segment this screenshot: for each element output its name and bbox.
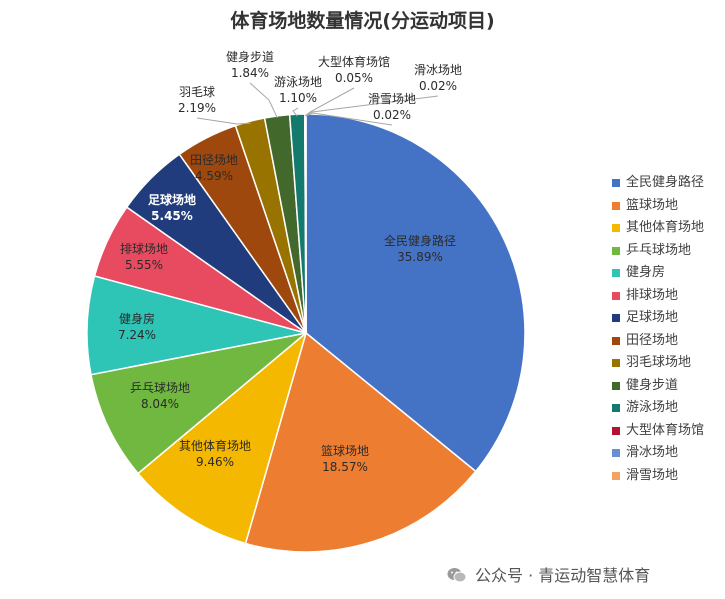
slice-label-value: 5.45% (151, 209, 193, 223)
legend-swatch (612, 291, 620, 300)
leader-line (304, 87, 355, 117)
leader-line (249, 82, 278, 119)
slice-label-name: 健身步道 (226, 49, 274, 64)
legend-swatch (612, 246, 620, 255)
legend-item: 滑冰场地 (612, 442, 704, 465)
slice-e7afaee79083e59cbae59cb0 (244, 331, 477, 553)
legend-item: 其他体育场地 (612, 217, 704, 240)
slice-label-value: 0.05% (335, 71, 373, 85)
leader-line (292, 107, 299, 117)
slice-label-name: 滑冰场地 (414, 63, 462, 77)
slice-label-value: 8.04% (141, 397, 179, 411)
legend-item: 大型体育场馆 (612, 420, 704, 443)
leader-line (305, 95, 439, 117)
legend-item: 健身房 (612, 262, 704, 285)
legend-label: 田径场地 (626, 332, 679, 348)
legend-swatch (612, 314, 620, 322)
legend-item: 全民健身路径 (612, 172, 704, 195)
legend: 全民健身路径 篮球场地其他体育场地 乒乓球场地健身房排球场地足球场地田径场地羽毛球场… (612, 172, 704, 487)
legend-swatch (612, 201, 620, 210)
legend-label: 全民健身路径 (626, 175, 705, 190)
legend-label: 滑冰场地 (626, 445, 679, 460)
chart-title: 体育场地数量情况(分运动项目) (230, 10, 495, 32)
slice-label-value: 0.02% (373, 108, 411, 122)
legend-item: 乒乓球场地 (612, 240, 704, 263)
legend-item: 排球场地 (612, 285, 704, 308)
legend-label: 其他体育场地 (626, 220, 705, 235)
wechat-icon (447, 568, 467, 583)
legend-swatch (612, 381, 620, 390)
slice-label-name: 滑雪场地 (368, 92, 416, 106)
slice-label-value: 4.59% (195, 169, 233, 183)
slice-label-name: 篮球场地 (321, 443, 369, 458)
slice-label-value: 1.10% (279, 91, 317, 105)
legend-item: 游泳场地 (612, 397, 704, 420)
legend-label: 篮球场地 (626, 197, 679, 213)
legend-label: 游泳场地 (626, 400, 679, 415)
legend-label: 乒乓球场地 (626, 242, 692, 258)
slice-label-value: 2.19% (178, 101, 216, 115)
slice-e585a8e6b091e581a5e8baab (305, 113, 526, 473)
legend-label: 羽毛球场地 (626, 355, 692, 370)
slice-e585b6e4bb96e4bd93e882b2 (136, 330, 308, 545)
slice-label-name: 足球场地 (148, 192, 196, 207)
legend-label: 大型体育场馆 (626, 422, 705, 438)
legend-swatch (612, 449, 620, 457)
watermark-text: 公众号 · 青运动智慧体育 (475, 566, 651, 585)
slice-label-name: 大型体育场馆 (318, 54, 390, 69)
legend-label: 排球场地 (626, 287, 679, 303)
legend-item: 健身步道 (612, 375, 704, 398)
slice-label-name: 田径场地 (190, 153, 238, 167)
slice-label-name: 全民健身路径 (384, 233, 456, 248)
legend-swatch (612, 426, 620, 435)
slice-label-value: 0.02% (419, 79, 457, 93)
slice-label-value: 1.84% (231, 66, 269, 80)
legend-swatch (612, 404, 620, 412)
legend-swatch (612, 224, 620, 232)
legend-item: 滑雪场地 (612, 465, 704, 488)
slice-label-name: 羽毛球 (179, 85, 215, 99)
leader-line (305, 112, 393, 126)
legend-swatch (612, 471, 620, 480)
watermark: 公众号 · 青运动智慧体育 (447, 562, 650, 586)
slice-label-name: 乒乓球场地 (130, 381, 190, 395)
slice-label-value: 9.46% (196, 455, 234, 469)
slice-label-name: 其他体育场地 (179, 438, 251, 453)
legend-item: 足球场地 (612, 307, 704, 330)
slice-label-name: 排球场地 (120, 242, 168, 256)
legend-label: 健身房 (626, 265, 666, 280)
slice-label-value: 7.24% (118, 328, 156, 342)
legend-item: 羽毛球场地 (612, 352, 704, 375)
slice-label-name: 健身房 (119, 311, 155, 326)
legend-swatch (612, 359, 620, 367)
legend-item: 篮球场地 (612, 195, 704, 218)
legend-swatch (612, 269, 620, 277)
slice-label-name: 游泳场地 (274, 75, 322, 89)
legend-label: 足球场地 (626, 310, 679, 325)
legend-label: 滑雪场地 (626, 467, 679, 483)
slice-label-value: 35.89% (397, 250, 443, 264)
legend-swatch (612, 336, 620, 345)
legend-item: 田径场地 (612, 330, 704, 353)
leader-line (196, 117, 251, 125)
slice-e4b992e4b993e79083e59cba (90, 332, 307, 475)
legend-swatch (612, 179, 620, 187)
slice-label-value: 18.57% (322, 460, 368, 474)
legend-label: 健身步道 (626, 377, 679, 393)
slice-e581a5e8baabe688bf (86, 275, 307, 376)
slice-label-value: 5.55% (125, 258, 163, 272)
